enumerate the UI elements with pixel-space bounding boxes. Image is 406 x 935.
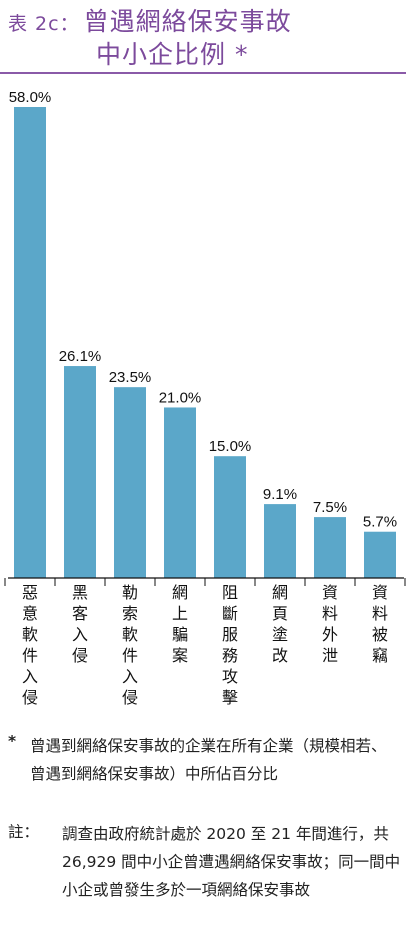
category-label: 阻斷服務攻擊 [222, 583, 238, 707]
category-label: 資料被竊 [372, 583, 388, 665]
value-label: 26.1% [59, 348, 102, 365]
value-label: 9.1% [263, 486, 297, 503]
footnote-text: 調查由政府統計處於 2020 至 21 年間進行，共 26,929 間中小企曾遭… [62, 825, 401, 899]
category-label: 網頁塗改 [272, 583, 288, 665]
bar-2 [64, 366, 96, 578]
category-label: 資料外泄 [322, 583, 338, 665]
title-divider [0, 72, 406, 74]
bar-chart: 58.0% 惡意軟件入侵 26.1% 黑客入侵 23.5% 勒索軟件入侵 21.0% 網上騙案… [4, 89, 406, 707]
bar-6 [264, 504, 296, 578]
title-line-1: 表 2c： 曾遇網絡保安事故 [8, 2, 292, 38]
chart-title: 表 2c： 曾遇網絡保安事故 中小企比例 * [0, 0, 406, 70]
category-label: 網上騙案 [172, 583, 188, 665]
bar-1 [14, 107, 46, 578]
bar-7 [314, 517, 346, 578]
bar-8 [364, 531, 396, 578]
asterisk-marker: * [8, 732, 17, 750]
value-label: 21.0% [159, 389, 202, 406]
value-label: 23.5% [109, 369, 152, 386]
category-label: 惡意軟件入侵 [22, 583, 38, 707]
bar-5 [214, 456, 246, 578]
category-label: 勒索軟件入侵 [122, 583, 138, 707]
bar-4 [164, 407, 196, 578]
title-text-1: 曾遇網絡保安事故 [83, 7, 292, 36]
value-label: 15.0% [209, 438, 252, 455]
title-line-2: 中小企比例 * [96, 40, 249, 69]
value-label: 7.5% [313, 499, 347, 516]
value-label: 58.0% [9, 89, 52, 106]
category-label: 黑客入侵 [72, 583, 88, 665]
asterisk-note-text: 曾遇到網絡保安事故的企業在所有企業（規模相若、曾遇到網絡保安事故）中所佔百分比 [30, 737, 387, 783]
footnote-marker: 註： [8, 823, 40, 841]
table-label: 表 2c： [8, 13, 80, 35]
bar-3 [114, 387, 146, 578]
value-label: 5.7% [363, 514, 397, 531]
